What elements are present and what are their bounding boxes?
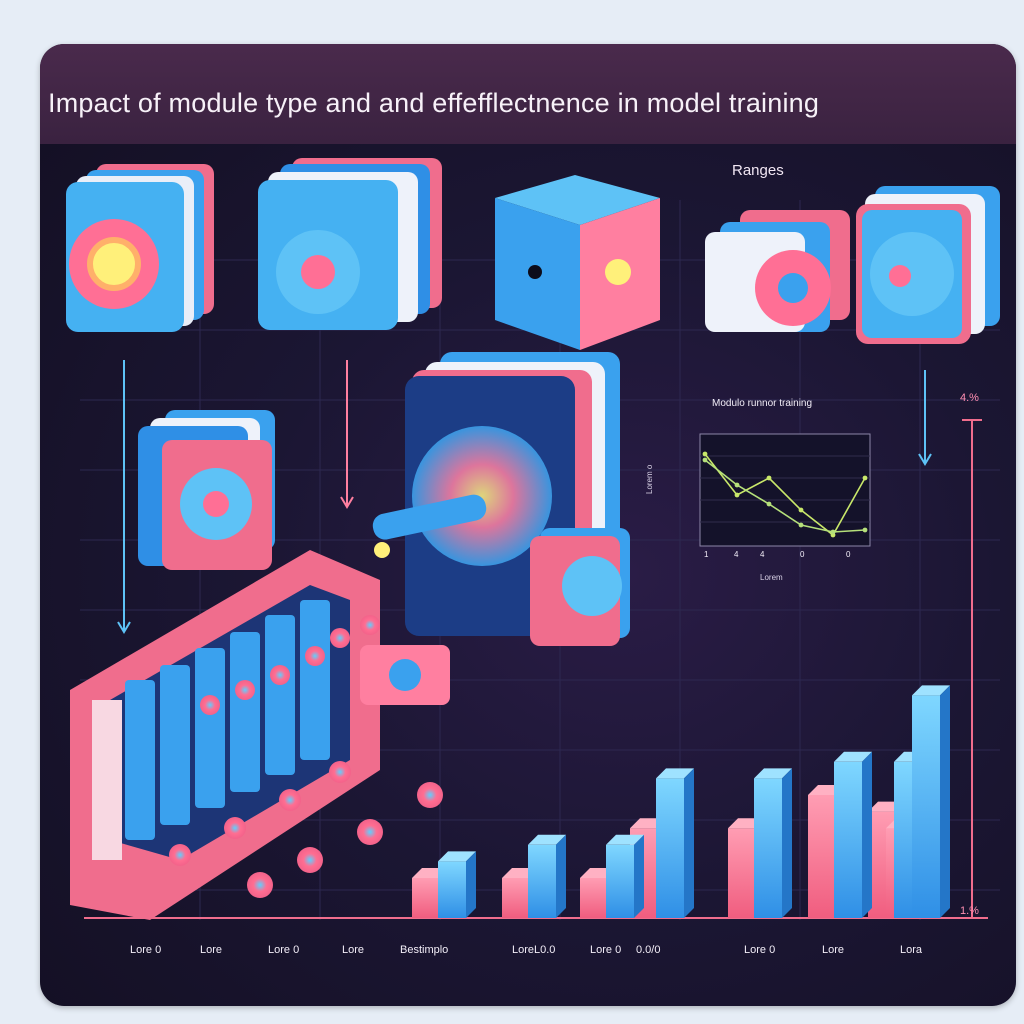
module-stack-5: [856, 186, 1000, 344]
inset-series-line: [704, 459, 866, 533]
inset-xlabel: Lorem: [760, 573, 783, 582]
inset-x-tick: 4: [760, 550, 765, 559]
module-stack-4: [705, 210, 850, 332]
category-label: Lore 0: [268, 944, 300, 956]
category-label: Lore 0: [590, 944, 622, 956]
inset-x-tick: 0: [800, 550, 805, 559]
bar-side: [634, 834, 644, 918]
axis-top-label: 4.%: [960, 392, 979, 404]
bar-series: [412, 685, 950, 918]
category-label: Lore: [342, 944, 365, 956]
category-label: 0.0/0: [636, 944, 661, 956]
inset-point: [862, 475, 868, 481]
bar: [502, 878, 530, 918]
bar-side: [940, 685, 950, 918]
inset-point: [766, 501, 772, 507]
category-label: Lore: [822, 944, 845, 956]
bar-top: [438, 851, 476, 862]
category-label: LoreL0.0: [512, 944, 556, 956]
bar-side: [862, 751, 872, 918]
inset-point: [734, 482, 740, 488]
inset-point: [702, 457, 708, 463]
bar: [606, 844, 634, 918]
axis-bottom-label: 1.%: [960, 905, 979, 917]
bar: [808, 795, 836, 918]
category-label: Lore 0: [744, 944, 776, 956]
category-label: Lore 0: [130, 944, 162, 956]
bar-top: [656, 768, 694, 779]
bar: [580, 878, 608, 918]
bar-side: [684, 768, 694, 918]
bar-side: [466, 851, 476, 918]
bar: [412, 878, 440, 918]
bar-side: [782, 768, 792, 918]
inset-chart: [699, 433, 871, 547]
bar-side: [556, 834, 566, 918]
inset-point: [862, 527, 868, 533]
category-label: Lora: [900, 944, 923, 956]
bar-top: [528, 834, 566, 845]
bar: [528, 844, 556, 918]
bar-top: [834, 751, 872, 762]
bar: [834, 761, 862, 918]
category-label: Lore: [200, 944, 223, 956]
server-rack: [70, 550, 450, 920]
inset-point: [798, 507, 804, 513]
inset-point: [830, 529, 836, 535]
bar-top: [606, 834, 644, 845]
bar: [656, 778, 684, 918]
bar-top: [912, 685, 950, 696]
bar: [754, 778, 782, 918]
inset-x-tick: 1: [704, 550, 709, 559]
bar: [438, 861, 466, 918]
module-stack-2: [258, 158, 442, 330]
connector-arrows: [117, 360, 932, 634]
particle-cube: [495, 175, 660, 350]
central-module: [372, 352, 630, 646]
ranges-label: Ranges: [732, 162, 784, 179]
inset-ylabel: Lorem o: [645, 464, 654, 494]
bar-top: [754, 768, 792, 779]
title-band: [40, 44, 1016, 144]
module-stack-1: [66, 164, 214, 332]
inset-series-line: [704, 453, 866, 537]
module-stack-middle-left: [138, 410, 275, 570]
inset-point: [798, 522, 804, 528]
bar: [912, 695, 940, 918]
inset-point: [702, 451, 708, 457]
bar: [728, 828, 756, 918]
category-label: Bestimplo: [400, 944, 449, 956]
inset-x-tick: 0: [846, 550, 851, 559]
inset-x-tick: 4: [734, 550, 739, 559]
inset-point: [734, 492, 740, 498]
chart-title: Impact of module type and and effefflect…: [48, 88, 820, 118]
inset-title: Modulo runnor training: [712, 398, 813, 409]
inset-point: [766, 475, 772, 481]
